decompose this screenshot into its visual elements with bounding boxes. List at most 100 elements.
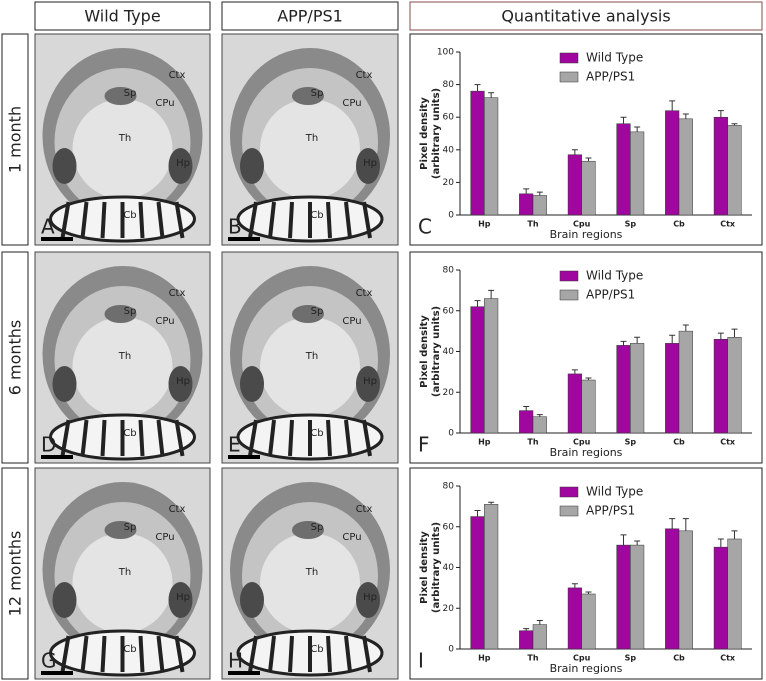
hippocampus [356, 148, 380, 184]
error-bar [585, 157, 592, 162]
row-label-box [1, 467, 29, 680]
cerebellum-fold [174, 635, 185, 673]
bar [581, 160, 596, 216]
hippocampus [168, 366, 193, 402]
panel-letter: A [41, 215, 55, 239]
cerebellum-fold [362, 419, 372, 457]
error-bar [682, 518, 689, 531]
cerebellum-fold [248, 635, 258, 673]
legend-swatch [559, 71, 579, 83]
panel-letter: B [228, 215, 242, 239]
thalamus [72, 533, 173, 633]
x-tick-label: Cb [673, 438, 685, 447]
y-tick-label: 20 [443, 388, 455, 398]
region-label: Ctx [356, 70, 373, 81]
bar [470, 90, 485, 216]
brain-image: Sp CPu Ctx Th Hp Cb H [221, 467, 399, 680]
region-label: Cb [310, 644, 323, 655]
legend-swatch [559, 486, 579, 498]
cerebellum-fold [268, 635, 276, 673]
cerebellum-fold [100, 419, 107, 457]
cerebellum-fold [362, 201, 372, 239]
cerebellum-fold [344, 635, 352, 673]
cerebellum-fold [80, 419, 89, 457]
y-tick-label: 60 [443, 522, 455, 532]
bar [630, 131, 645, 216]
region-label: CPu [155, 532, 174, 543]
bar [567, 373, 582, 434]
error-bar [717, 538, 724, 548]
brain-image: Sp CPu Ctx Th Hp Cb D [34, 251, 211, 464]
panel-letter: F [418, 433, 430, 457]
hippocampus [52, 582, 77, 618]
region-label: Hp [363, 158, 377, 169]
region-label: Ctx [356, 504, 373, 515]
region-label: Hp [363, 376, 377, 387]
cerebellum-fold [138, 201, 145, 239]
thalamus [72, 317, 173, 417]
error-bar [523, 188, 530, 194]
x-axis-label: Brain regions [550, 662, 623, 675]
region-label: Th [118, 351, 131, 362]
error-bar [634, 540, 641, 546]
bar [616, 123, 631, 216]
error-bar [669, 518, 676, 529]
region-label: CPu [342, 98, 361, 109]
row-label: 12 months [6, 531, 25, 617]
header-box [34, 1, 211, 31]
error-bar [634, 126, 641, 132]
bar [665, 343, 680, 434]
cerebellum-fold [344, 201, 352, 239]
legend-swatch [559, 270, 579, 282]
striatum [104, 305, 137, 323]
cerebellum-fold [156, 201, 165, 239]
error-bar [474, 509, 481, 517]
x-tick-label: Sp [625, 654, 637, 663]
thalamus [260, 99, 360, 199]
y-tick-label: 0 [448, 429, 454, 439]
y-tick-label: 20 [443, 604, 455, 614]
hippocampus [240, 366, 264, 402]
panel-letter: E [228, 433, 241, 457]
error-bar [571, 583, 578, 588]
error-bar [634, 336, 641, 344]
x-tick-label: Hp [478, 438, 491, 447]
error-bar [620, 340, 627, 346]
bar [630, 544, 645, 650]
cerebellum-fold [288, 201, 294, 239]
region-label: CPu [155, 316, 174, 327]
bar [616, 345, 631, 434]
x-tick-label: Th [527, 654, 538, 663]
y-tick-label: 0 [448, 211, 454, 221]
striatum [104, 87, 137, 105]
y-axis-label: Pixel density [419, 97, 430, 170]
bar [519, 630, 534, 650]
brain-image: Sp CPu Ctx Th Hp Cb E [221, 251, 399, 464]
region-label: Sp [311, 306, 324, 317]
error-bar [731, 123, 738, 126]
cerebellum-fold [174, 419, 185, 457]
row-label-box [1, 251, 29, 464]
brain-image: Sp CPu Ctx Th Hp Cb G [34, 467, 211, 680]
bar [581, 593, 596, 650]
region-label: Cb [123, 644, 136, 655]
legend-swatch [559, 505, 579, 517]
error-bar [474, 300, 481, 307]
error-bar [731, 328, 738, 338]
hippocampus [168, 582, 193, 618]
cerebellum-fold [100, 635, 107, 673]
region-label: Sp [124, 306, 137, 317]
cerebellum-fold [138, 635, 145, 673]
error-bar [731, 530, 738, 539]
error-bar [571, 149, 578, 155]
legend-label: Wild Type [586, 485, 643, 499]
header-text: Wild Type [84, 7, 160, 26]
cerebellum-fold [268, 201, 276, 239]
bar [616, 544, 631, 650]
hippocampus [356, 582, 380, 618]
bar [581, 379, 596, 434]
hippocampus [52, 148, 77, 184]
region-label: Cb [123, 428, 136, 439]
striatum [292, 305, 324, 323]
